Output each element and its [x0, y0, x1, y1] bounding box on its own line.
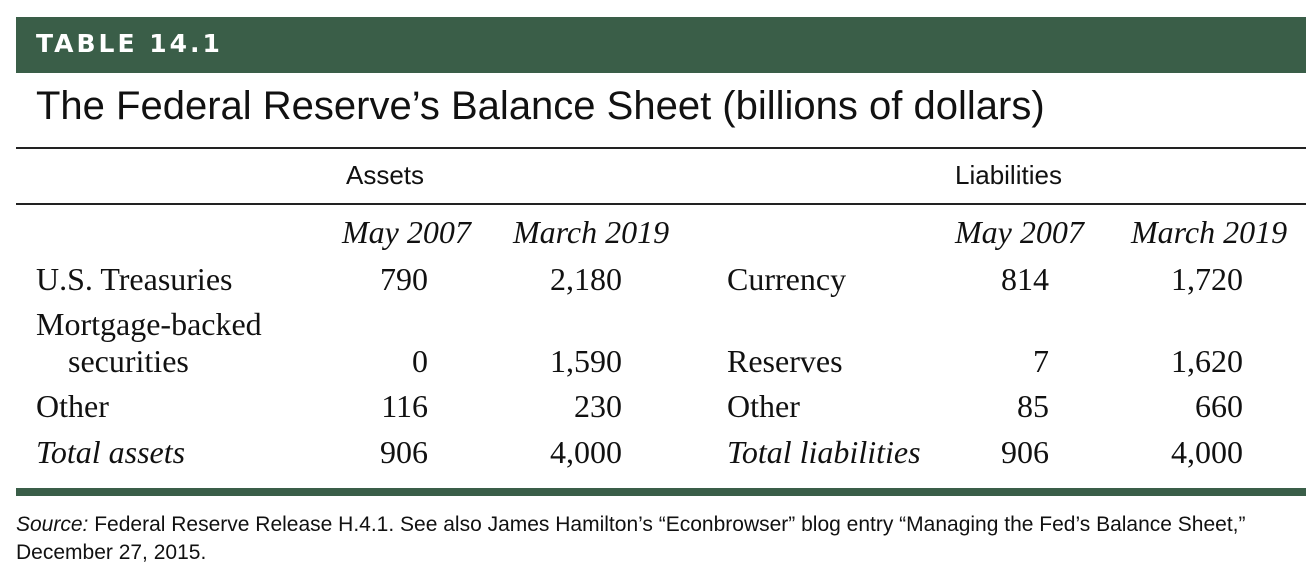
liabilities-col-march-2019: March 2019 [1131, 214, 1288, 250]
liability-label-total: Total liabilities [727, 434, 921, 470]
table-label: TABLE 14.1 [36, 29, 223, 58]
liability-value-reserves-2007: 7 [1033, 343, 1049, 379]
asset-value-other-2019: 230 [574, 388, 622, 424]
liabilities-heading: Liabilities [955, 160, 1062, 190]
source-prefix: Source: [16, 513, 89, 536]
bottom-rule [16, 488, 1306, 496]
asset-value-other-2007: 116 [381, 388, 428, 424]
asset-label-other: Other [36, 388, 109, 424]
asset-label-mbs-line1: Mortgage-backed [36, 306, 262, 342]
liability-label-other: Other [727, 388, 800, 424]
asset-value-total-2007: 906 [380, 434, 428, 470]
top-rule [16, 147, 1306, 149]
asset-label-treasuries: U.S. Treasuries [36, 261, 233, 297]
table-title: The Federal Reserve’s Balance Sheet (bil… [36, 84, 1045, 128]
liability-label-reserves: Reserves [727, 343, 843, 379]
assets-col-may-2007: May 2007 [342, 214, 471, 250]
asset-label-total: Total assets [36, 434, 186, 470]
asset-label-mbs-line2: securities [68, 343, 189, 379]
table-banner: TABLE 14.1 [16, 17, 1306, 73]
liability-value-reserves-2019: 1,620 [1171, 343, 1243, 379]
asset-value-treasuries-2007: 790 [380, 261, 428, 297]
liability-value-currency-2019: 1,720 [1171, 261, 1243, 297]
liability-label-currency: Currency [727, 261, 847, 297]
liability-value-other-2007: 85 [1017, 388, 1049, 424]
source-note: Source: Federal Reserve Release H.4.1. S… [16, 511, 1296, 567]
liability-value-total-2019: 4,000 [1171, 434, 1243, 470]
source-text: Federal Reserve Release H.4.1. See also … [16, 513, 1246, 564]
liability-value-total-2007: 906 [1001, 434, 1049, 470]
asset-value-total-2019: 4,000 [550, 434, 622, 470]
asset-value-treasuries-2019: 2,180 [550, 261, 622, 297]
liability-value-other-2019: 660 [1195, 388, 1243, 424]
asset-value-mbs-2019: 1,590 [550, 343, 622, 379]
liabilities-col-may-2007: May 2007 [955, 214, 1084, 250]
assets-heading: Assets [346, 160, 425, 190]
assets-col-march-2019: March 2019 [513, 214, 670, 250]
asset-value-mbs-2007: 0 [412, 343, 428, 379]
header-rule [16, 203, 1306, 205]
liability-value-currency-2007: 814 [1001, 261, 1049, 297]
